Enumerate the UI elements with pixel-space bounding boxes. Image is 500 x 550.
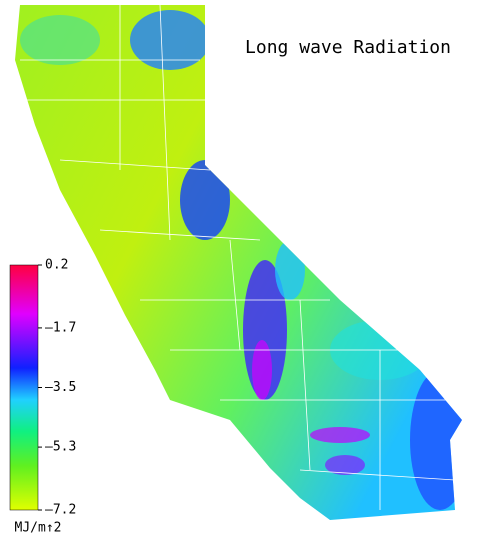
colorbar-tick-label: –1.7 (45, 320, 76, 335)
colorbar (9, 264, 39, 511)
map-title: Long wave Radiation (245, 37, 451, 58)
colorbar-unit: MJ/m↑2 (15, 521, 62, 536)
colorbar-tick-label: 0.2 (45, 258, 68, 273)
colorbar-tick-label: –3.5 (45, 380, 76, 395)
colorbar-tick-label: –7.2 (45, 503, 76, 518)
state-area (15, 5, 462, 520)
colorbar-tick-label: –5.3 (45, 440, 76, 455)
county-lines (20, 4, 456, 510)
california-map (15, 4, 462, 520)
